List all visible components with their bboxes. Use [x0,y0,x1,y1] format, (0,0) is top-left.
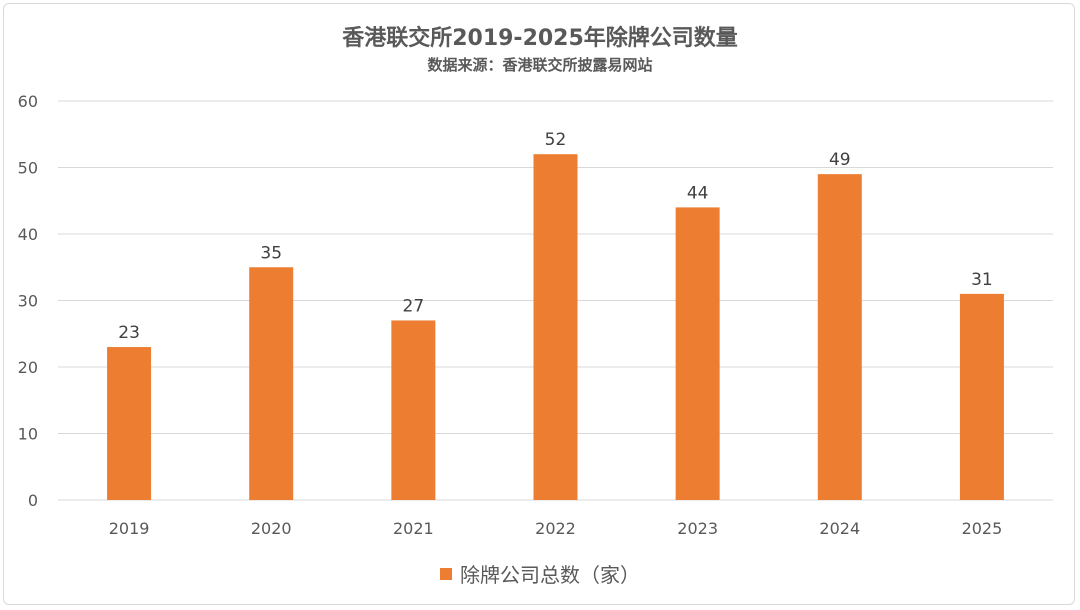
bar [391,320,436,500]
y-tick-label: 60 [18,92,38,111]
bar [249,267,294,500]
legend-swatch [440,567,452,580]
bar [675,207,720,500]
data-label: 52 [545,130,567,150]
x-tick-label: 2023 [677,519,718,538]
legend-label: 除牌公司总数（家） [460,563,640,587]
y-tick-label: 20 [18,358,38,377]
data-label: 44 [687,183,709,203]
x-tick-label: 2021 [393,519,434,538]
chart-frame [3,3,1075,605]
chart-subtitle: 数据来源：香港联交所披露易网站 [427,56,653,74]
x-tick-label: 2024 [819,519,860,538]
x-tick-label: 2020 [251,519,292,538]
y-tick-label: 0 [28,491,38,510]
bar [959,293,1004,500]
y-tick-label: 10 [18,425,38,444]
x-tick-label: 2019 [109,519,150,538]
data-label: 35 [260,243,282,263]
data-label: 31 [971,270,993,290]
data-label: 23 [118,323,140,343]
data-label: 27 [403,296,425,316]
y-tick-label: 50 [18,159,38,178]
y-tick-label: 40 [18,225,38,244]
x-tick-label: 2025 [962,519,1003,538]
x-tick-label: 2022 [535,519,576,538]
bar [107,347,152,500]
legend: 除牌公司总数（家） [0,559,1080,588]
y-tick-label: 30 [18,292,38,311]
bar [533,154,578,500]
chart-title: 香港联交所2019-2025年除牌公司数量 [342,26,738,51]
data-label: 49 [829,150,851,170]
bar [817,174,862,500]
